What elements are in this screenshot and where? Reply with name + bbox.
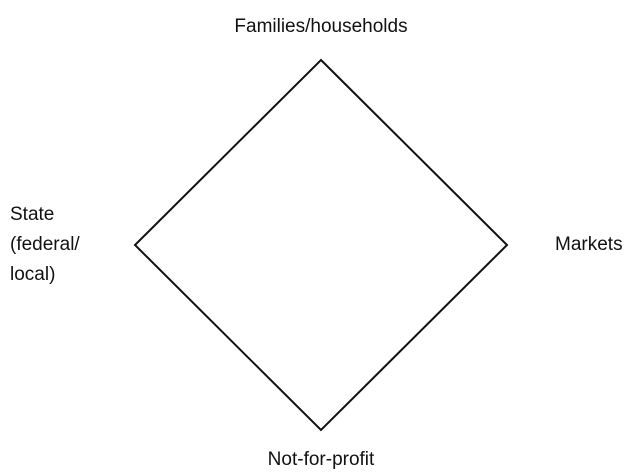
node-label: Families/households bbox=[234, 16, 407, 37]
node-label-line: local) bbox=[10, 264, 55, 285]
diamond bbox=[133, 58, 509, 432]
node-label-line: State bbox=[10, 204, 54, 225]
node-label: Not-for-profit bbox=[268, 449, 375, 470]
node-label-line: (federal/ bbox=[10, 234, 80, 255]
node-label: Markets bbox=[555, 234, 623, 255]
